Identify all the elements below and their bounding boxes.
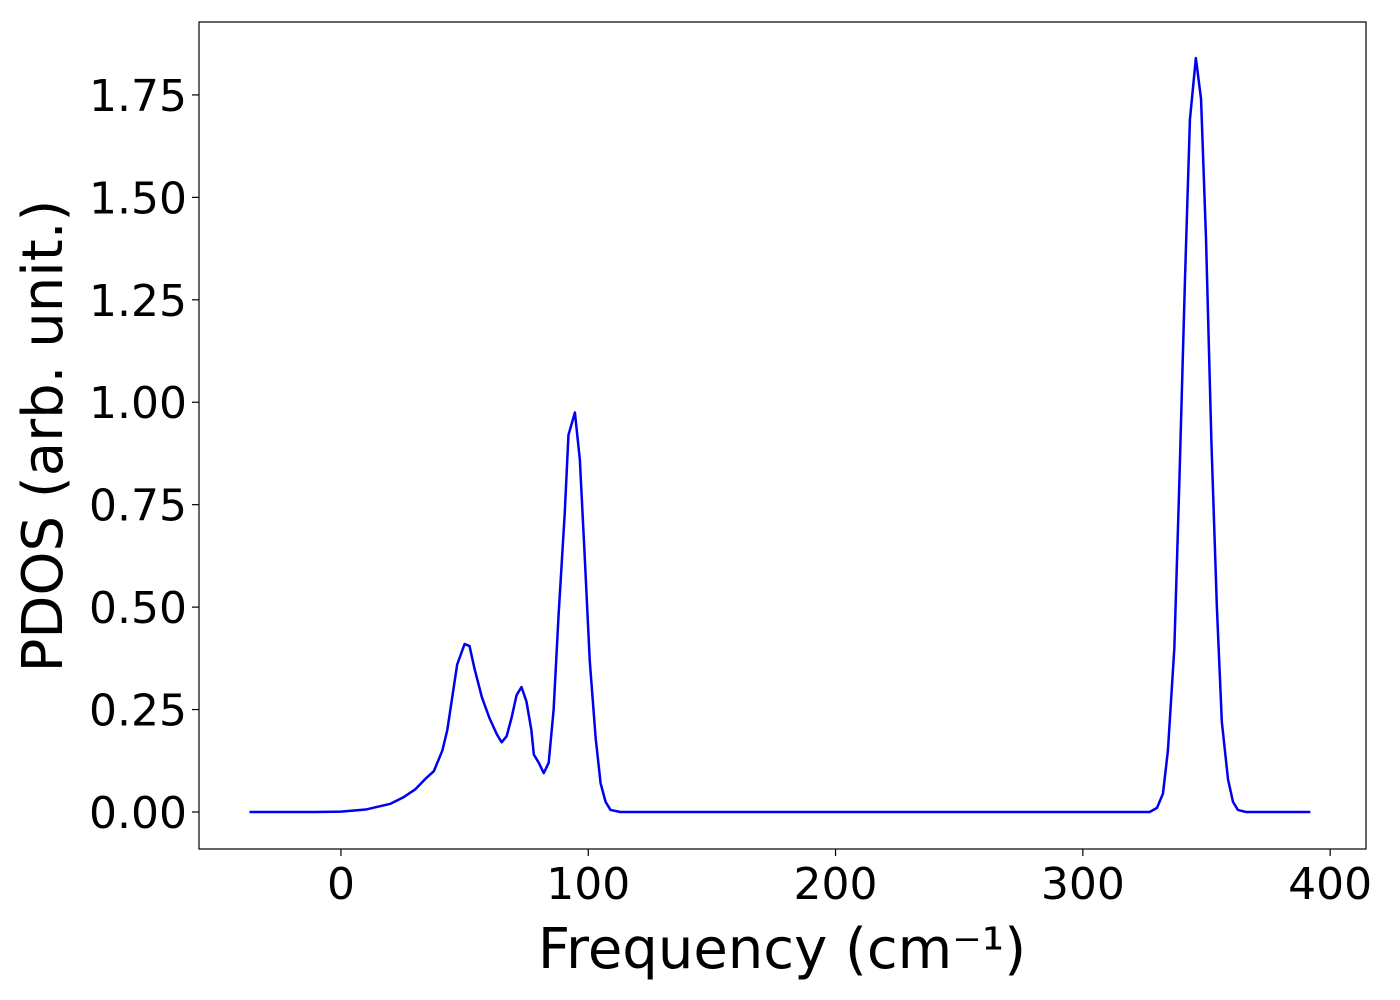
pdos-line bbox=[249, 56, 1311, 814]
y-tick-label: 1.75 bbox=[89, 71, 187, 122]
x-tick-label: 200 bbox=[794, 859, 878, 910]
y-tick-label: 1.25 bbox=[89, 276, 187, 327]
y-tick-label: 1.00 bbox=[89, 378, 187, 429]
y-axis-label: PDOS (arb. unit.) bbox=[11, 200, 76, 673]
x-tick-label: 100 bbox=[546, 859, 630, 910]
y-tick-label: 0.00 bbox=[89, 788, 187, 839]
x-tick-label: 400 bbox=[1288, 859, 1372, 910]
y-tick-label: 0.50 bbox=[89, 583, 187, 634]
x-tick-label: 0 bbox=[327, 859, 355, 910]
y-tick-label: 0.25 bbox=[89, 686, 187, 737]
y-tick-label: 1.50 bbox=[89, 173, 187, 224]
x-tick-label: 300 bbox=[1041, 859, 1125, 910]
y-tick-label: 0.75 bbox=[89, 481, 187, 532]
x-axis-label: Frequency (cm⁻¹) bbox=[538, 917, 1026, 982]
plot-frame bbox=[198, 21, 1367, 850]
